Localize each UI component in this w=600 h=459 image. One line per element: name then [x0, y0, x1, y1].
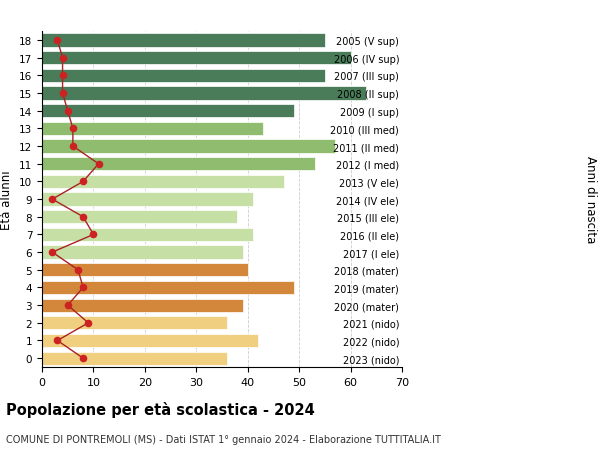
- Point: [58, 73, 67, 80]
- Bar: [42, 52, 350, 65]
- Point: [89, 231, 98, 239]
- Point: [58, 55, 67, 62]
- Point: [47, 196, 57, 203]
- Point: [68, 125, 77, 133]
- Bar: [42, 193, 253, 206]
- Bar: [42, 158, 314, 171]
- Point: [79, 355, 88, 362]
- Bar: [42, 175, 284, 189]
- Point: [83, 319, 93, 327]
- Bar: [42, 246, 242, 259]
- Point: [79, 179, 88, 186]
- Bar: [42, 123, 263, 136]
- Point: [47, 249, 57, 256]
- Point: [63, 302, 73, 309]
- Bar: [42, 70, 325, 83]
- Point: [53, 37, 62, 45]
- Bar: [42, 281, 294, 295]
- Y-axis label: Età alunni: Età alunni: [1, 170, 13, 230]
- Bar: [42, 105, 294, 118]
- Bar: [42, 334, 258, 347]
- Point: [94, 161, 103, 168]
- Text: Popolazione per età scolastica - 2024: Popolazione per età scolastica - 2024: [6, 402, 315, 418]
- Point: [68, 143, 77, 151]
- Text: COMUNE DI PONTREMOLI (MS) - Dati ISTAT 1° gennaio 2024 - Elaborazione TUTTITALIA: COMUNE DI PONTREMOLI (MS) - Dati ISTAT 1…: [6, 434, 441, 444]
- Point: [79, 284, 88, 291]
- Bar: [42, 211, 238, 224]
- Bar: [42, 228, 253, 241]
- Point: [79, 213, 88, 221]
- Bar: [42, 317, 227, 330]
- Point: [53, 337, 62, 344]
- Point: [63, 108, 73, 115]
- Bar: [42, 87, 366, 101]
- Bar: [42, 352, 227, 365]
- Text: Anni di nascita: Anni di nascita: [584, 156, 597, 243]
- Bar: [42, 263, 248, 277]
- Bar: [42, 299, 242, 312]
- Bar: [42, 34, 325, 48]
- Point: [73, 267, 83, 274]
- Point: [58, 90, 67, 97]
- Bar: [42, 140, 335, 153]
